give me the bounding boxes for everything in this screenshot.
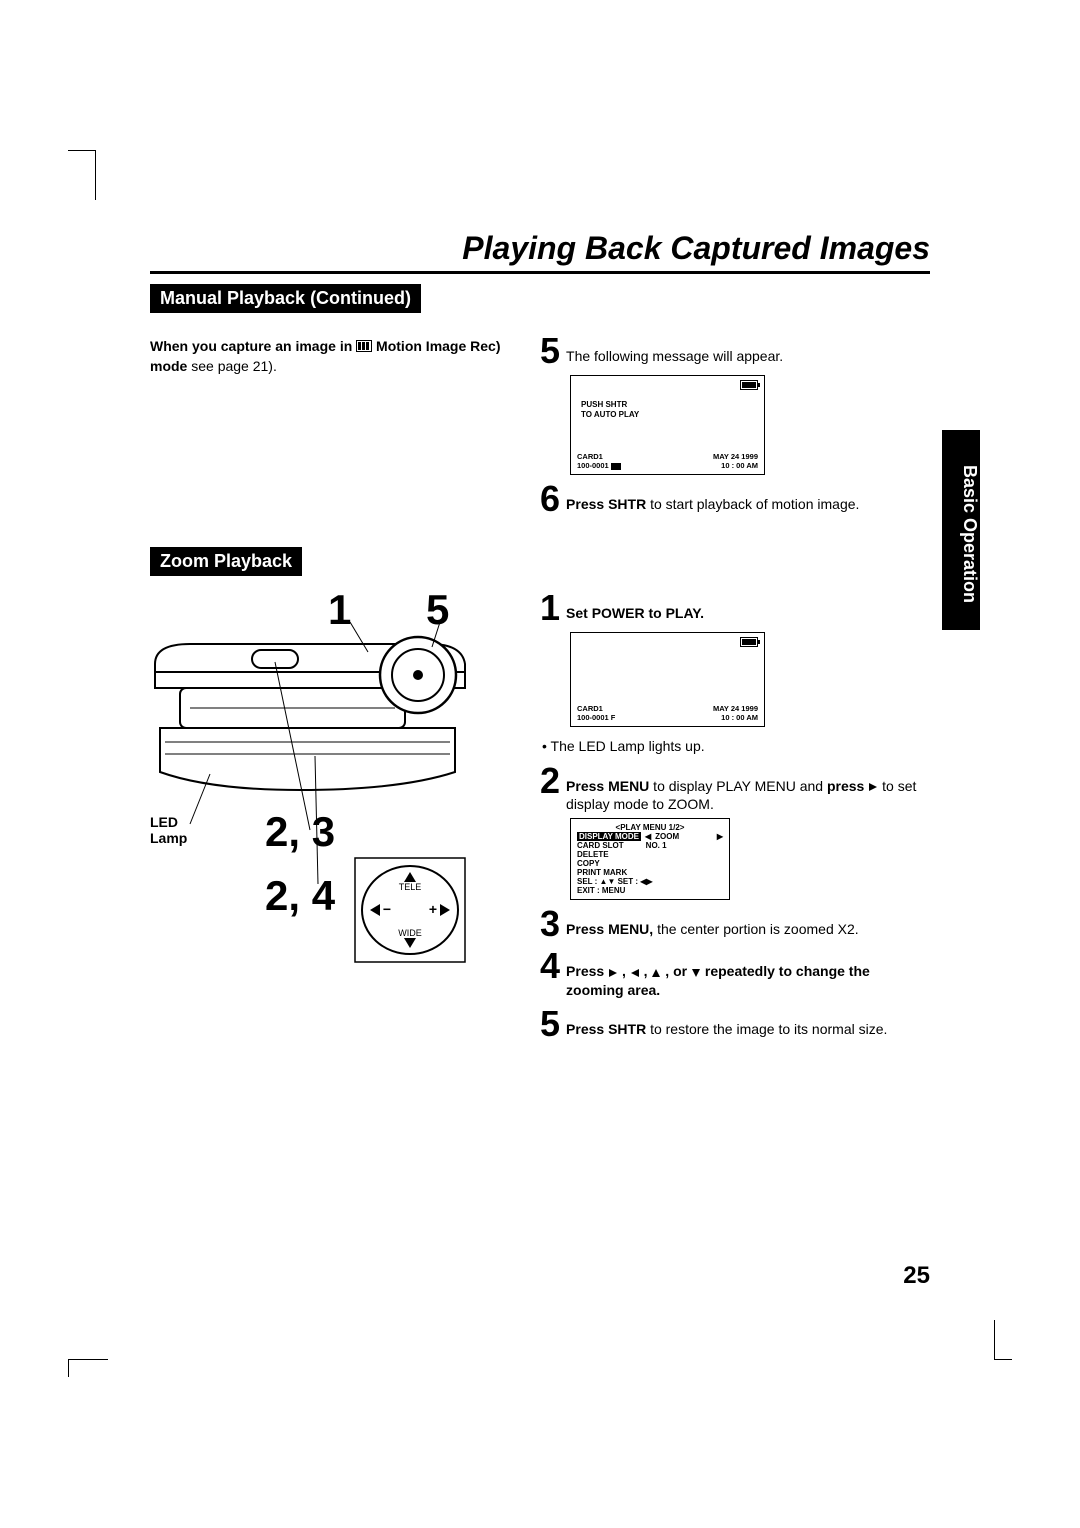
section-manual-playback: Manual Playback (Continued) When you cap…: [150, 284, 930, 517]
motion-mode-icon: [356, 338, 372, 358]
lcd-message: PUSH SHTRTO AUTO PLAY: [581, 400, 639, 421]
step-number: 5: [540, 1006, 560, 1042]
zoom-step-2: 2 Press MENU to display PLAY MENU and pr…: [540, 763, 930, 815]
step-6: 6 Press SHTR to start playback of motion…: [540, 481, 930, 517]
step-number: 6: [540, 481, 560, 517]
zoom-steps-col: 1 Set POWER to PLAY. CARD1100-0001 F MAY…: [540, 584, 930, 1042]
menu-title: <PLAY MENU 1/2>: [577, 823, 723, 832]
left-arrow-icon: [630, 968, 640, 978]
step-text: Press SHTR to start playback of motion i…: [566, 481, 859, 514]
svg-text:WIDE: WIDE: [398, 928, 422, 938]
right-col: 5 The following message will appear. PUS…: [540, 327, 930, 517]
step-number: 1: [540, 590, 560, 626]
step-number: 5: [540, 333, 560, 369]
left-col: When you capture an image in Motion Imag…: [150, 327, 510, 517]
camera-diagram: TELE WIDE − + 1 5 LED Lamp 2, 3 2, 4: [150, 592, 510, 972]
menu-row: CARD SLOTNO. 1: [577, 841, 723, 850]
step-number: 4: [540, 948, 560, 984]
callout-1: 1: [328, 586, 351, 634]
step-text: Set POWER to PLAY.: [566, 590, 704, 623]
page-title: Playing Back Captured Images: [150, 230, 930, 271]
bullet-text: • The LED Lamp lights up.: [542, 737, 930, 757]
menu-row: EXIT : MENU: [577, 886, 723, 895]
callout-23: 2, 3: [265, 808, 335, 856]
step-5: 5 The following message will appear.: [540, 333, 930, 369]
up-arrow-icon: [651, 968, 661, 978]
crop-mark: [68, 1320, 108, 1360]
zoom-step-4: 4 Press , , , or repeatedly to change th…: [540, 948, 930, 1000]
menu-row: SEL : ▲▼ SET : ◀▶: [577, 877, 723, 886]
right-arrow-icon: [608, 968, 618, 978]
lcd-preview: PUSH SHTRTO AUTO PLAY CARD1100-0001 MAY …: [570, 375, 765, 475]
svg-text:+: +: [429, 901, 437, 917]
menu-row: DISPLAY MODE◀ZOOM▶: [577, 832, 723, 841]
crop-mark: [955, 1320, 995, 1360]
callout-24: 2, 4: [265, 872, 335, 920]
intro-text: When you capture an image in Motion Imag…: [150, 337, 510, 377]
title-rule: [150, 271, 930, 274]
step-text: Press MENU to display PLAY MENU and pres…: [566, 763, 930, 815]
battery-icon: [740, 637, 758, 647]
page-number: 25: [903, 1262, 930, 1290]
lcd-statusbar: CARD1100-0001 F MAY 24 199910 : 00 AM: [577, 704, 758, 722]
side-tab: Basic Operation: [942, 430, 980, 630]
right-arrow-icon: [868, 782, 878, 792]
menu-row: COPY: [577, 859, 723, 868]
manual-page: Playing Back Captured Images Manual Play…: [150, 230, 930, 1280]
zoom-step-5: 5 Press SHTR to restore the image to its…: [540, 1006, 930, 1042]
zoom-step-1: 1 Set POWER to PLAY.: [540, 590, 930, 626]
diagram-col: TELE WIDE − + 1 5 LED Lamp 2, 3 2, 4: [150, 584, 510, 1042]
lcd-statusbar: CARD1100-0001 MAY 24 199910 : 00 AM: [577, 452, 758, 470]
menu-row: DELETE: [577, 850, 723, 859]
section-label: Manual Playback (Continued): [150, 284, 421, 313]
battery-icon: [740, 380, 758, 390]
step-text: Press MENU, the center portion is zoomed…: [566, 906, 859, 939]
step-number: 2: [540, 763, 560, 799]
step-text: Press , , , or repeatedly to change the …: [566, 948, 930, 1000]
menu-row: PRINT MARK: [577, 868, 723, 877]
led-lamp-label: LED Lamp: [150, 814, 187, 846]
zoom-step-3: 3 Press MENU, the center portion is zoom…: [540, 906, 930, 942]
svg-text:−: −: [383, 901, 391, 917]
down-arrow-icon: [691, 968, 701, 978]
play-menu: <PLAY MENU 1/2> DISPLAY MODE◀ZOOM▶ CARD …: [570, 818, 730, 900]
callout-5: 5: [426, 586, 449, 634]
step-text: The following message will appear.: [566, 333, 783, 366]
step-text: Press SHTR to restore the image to its n…: [566, 1006, 887, 1039]
lcd-preview: CARD1100-0001 F MAY 24 199910 : 00 AM: [570, 632, 765, 727]
section-zoom-playback: Zoom Playback: [150, 547, 930, 1042]
crop-mark: [95, 150, 145, 200]
svg-text:TELE: TELE: [399, 882, 422, 892]
section-label: Zoom Playback: [150, 547, 302, 576]
step-number: 3: [540, 906, 560, 942]
